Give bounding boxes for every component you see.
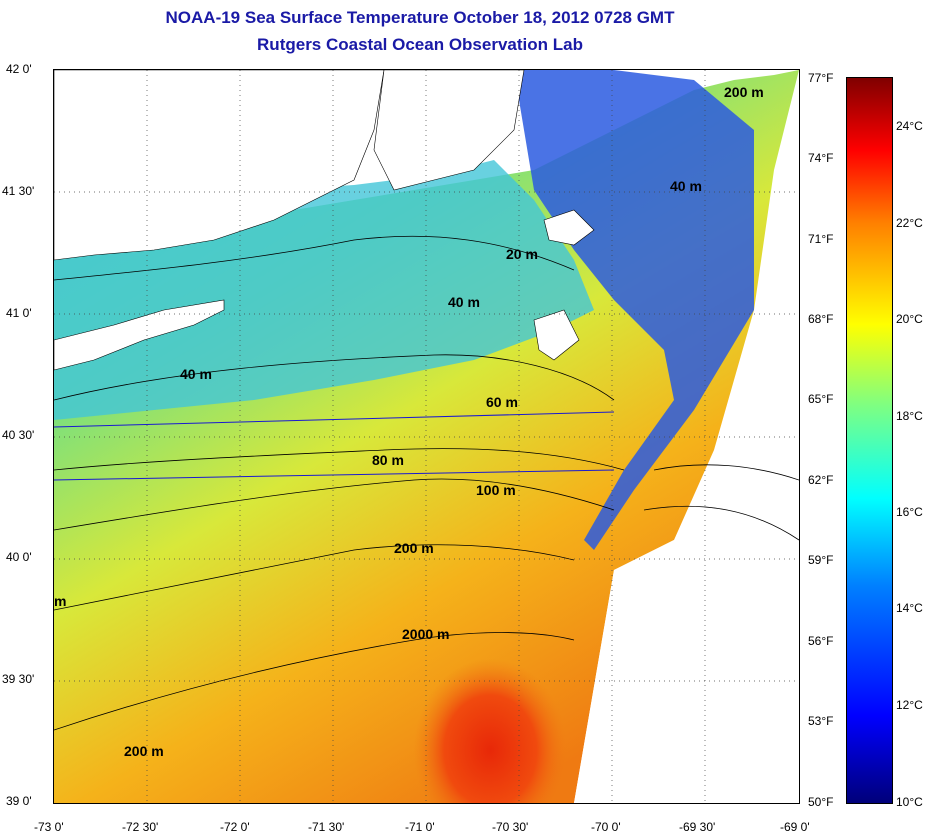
fahrenheit-label-65: 65°F bbox=[808, 392, 834, 406]
fahrenheit-label-56: 56°F bbox=[808, 634, 834, 648]
celsius-label-24: 24°C bbox=[896, 119, 923, 133]
contour-label-60m: 60 m bbox=[486, 394, 518, 410]
sst-map-canvas bbox=[54, 70, 799, 803]
land-rhode-island bbox=[373, 70, 525, 191]
contour-label-200m-ne: 200 m bbox=[724, 84, 764, 100]
contour-label-20m: 20 m bbox=[506, 246, 538, 262]
fahrenheit-label-62: 62°F bbox=[808, 473, 834, 487]
lat-label-41-30: 41 30' bbox=[2, 184, 35, 198]
contour-label-40m-center: 40 m bbox=[448, 294, 480, 310]
land-long-island bbox=[54, 299, 225, 371]
lon-label-72-30: -72 30' bbox=[122, 820, 159, 834]
celsius-label-16: 16°C bbox=[896, 505, 923, 519]
contour-label-2000m: 2000 m bbox=[402, 626, 450, 642]
land-martha-vineyard bbox=[543, 209, 595, 246]
land-connecticut bbox=[54, 70, 385, 261]
contour-label-40m-ne: 40 m bbox=[670, 178, 702, 194]
contour-label-200m-sw: 200 m bbox=[124, 743, 164, 759]
celsius-label-20: 20°C bbox=[896, 312, 923, 326]
lon-label-70: -70 0' bbox=[591, 820, 621, 834]
lon-label-73: -73 0' bbox=[34, 820, 64, 834]
lat-label-40: 40 0' bbox=[6, 550, 32, 564]
fahrenheit-label-53: 53°F bbox=[808, 714, 834, 728]
fahrenheit-label-77: 77°F bbox=[808, 71, 834, 85]
transect-lines bbox=[54, 411, 615, 481]
contour-label-m-edge: m bbox=[54, 593, 67, 609]
depth-contours bbox=[54, 235, 799, 731]
map-title: NOAA-19 Sea Surface Temperature October … bbox=[165, 8, 675, 27]
fahrenheit-label-68: 68°F bbox=[808, 312, 834, 326]
lon-label-69-30: -69 30' bbox=[679, 820, 716, 834]
graticule bbox=[54, 70, 799, 803]
fahrenheit-label-74: 74°F bbox=[808, 151, 834, 165]
contour-label-80m: 80 m bbox=[372, 452, 404, 468]
celsius-label-10: 10°C bbox=[896, 795, 923, 809]
land-nantucket bbox=[533, 309, 580, 361]
lon-label-71: -71 0' bbox=[405, 820, 435, 834]
sst-map: 200 m 40 m 20 m 40 m 40 m 60 m 80 m 100 … bbox=[53, 69, 800, 804]
map-subtitle: Rutgers Coastal Ocean Observation Lab bbox=[257, 35, 583, 54]
lat-label-39: 39 0' bbox=[6, 794, 32, 808]
lon-label-70-30: -70 30' bbox=[492, 820, 529, 834]
lon-label-69: -69 0' bbox=[780, 820, 810, 834]
lat-label-39-30: 39 30' bbox=[2, 672, 35, 686]
lon-label-71-30: -71 30' bbox=[308, 820, 345, 834]
celsius-label-18: 18°C bbox=[896, 409, 923, 423]
fahrenheit-label-71: 71°F bbox=[808, 232, 834, 246]
celsius-label-22: 22°C bbox=[896, 216, 923, 230]
contour-label-100m: 100 m bbox=[476, 482, 516, 498]
lat-label-40-30: 40 30' bbox=[2, 428, 35, 442]
fahrenheit-label-59: 59°F bbox=[808, 553, 834, 567]
lat-label-42: 42 0' bbox=[6, 62, 32, 76]
lon-label-72: -72 0' bbox=[220, 820, 250, 834]
temperature-colorbar bbox=[846, 77, 893, 804]
cold-shelf-water bbox=[514, 70, 754, 550]
no-data-east bbox=[574, 70, 799, 803]
contour-label-40m-west: 40 m bbox=[180, 366, 212, 382]
celsius-label-12: 12°C bbox=[896, 698, 923, 712]
fahrenheit-label-50: 50°F bbox=[808, 795, 834, 809]
lat-label-41: 41 0' bbox=[6, 306, 32, 320]
contour-label-200m-center: 200 m bbox=[394, 540, 434, 556]
celsius-label-14: 14°C bbox=[896, 601, 923, 615]
